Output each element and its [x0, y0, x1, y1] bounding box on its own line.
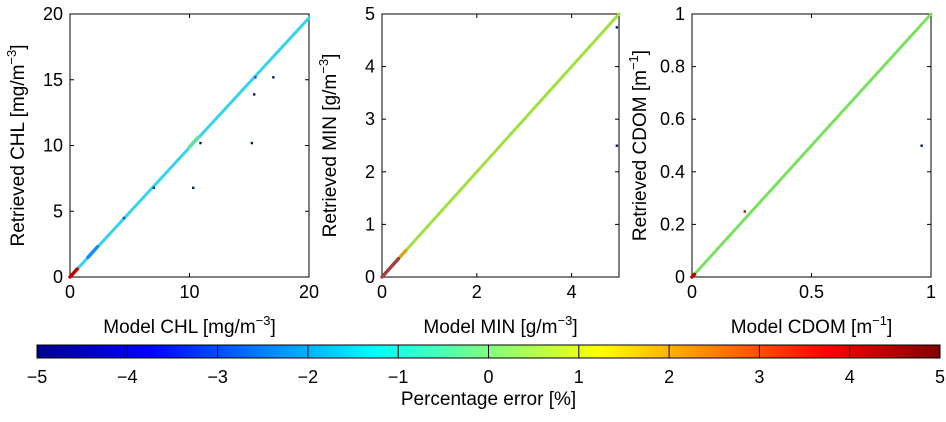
x-tick-label: 2	[472, 282, 482, 302]
data-point	[615, 26, 619, 29]
data-point	[199, 141, 202, 145]
x-tick-label: 20	[299, 282, 319, 302]
data-point	[615, 144, 619, 147]
series-segment	[86, 245, 100, 260]
y-tick-label: 2	[365, 162, 375, 182]
data-point	[743, 210, 746, 213]
y-tick-label: 1	[365, 214, 375, 234]
y-tick-label: 15	[43, 70, 63, 90]
series-segment	[380, 256, 401, 279]
y-tick-label: 10	[43, 136, 63, 156]
series-line	[380, 12, 621, 279]
y-tick-label: 0.2	[660, 214, 685, 234]
data-point	[920, 144, 923, 147]
colorbar-tick-label: 0	[483, 367, 493, 387]
data-point	[152, 186, 156, 189]
colorbar: −5 −4 −3 −2 −1 0 1 2 3 4 5 Percentage error [%]	[27, 344, 945, 410]
axes-box	[381, 13, 620, 278]
colorbar-label: Percentage error [%]	[401, 389, 576, 410]
y-tick-label: 3	[365, 109, 375, 129]
y-tick-label: 5	[53, 201, 63, 221]
x-tick-label: 10	[179, 282, 199, 302]
x-tick-label: 0.5	[799, 282, 824, 302]
y-tick-label: 0.8	[660, 57, 685, 77]
colorbar-tick-label: −3	[207, 367, 228, 387]
x-tick-label: 0	[687, 282, 697, 302]
colorbar-tick-label: −4	[117, 367, 138, 387]
data-point	[250, 141, 254, 145]
colorbar-tick-label: 4	[845, 367, 855, 387]
series-segment	[690, 272, 697, 279]
x-axis-label: Model CDOM [m−1]	[731, 313, 893, 338]
y-axis-label: Retrieved CHL [mg/m−3]	[4, 44, 29, 246]
panel-2: 0 2 4 0 1 2 3 4 5 Model MIN [g/m−3] Retrieved MIN …	[316, 4, 621, 338]
x-tick-label: 1	[926, 282, 936, 302]
x-tick-label: 0	[377, 282, 387, 302]
data-point	[192, 186, 195, 189]
y-tick-label: 0	[365, 267, 375, 287]
data-point	[254, 76, 257, 79]
x-tick-label: 0	[65, 282, 75, 302]
series-line	[690, 12, 933, 279]
y-tick-label: 4	[365, 57, 375, 77]
colorbar-tick-label: −1	[388, 367, 409, 387]
x-axis-label: Model MIN [g/m−3]	[423, 313, 577, 338]
data-point	[253, 93, 256, 96]
x-axis-label: Model CHL [mg/m−3]	[103, 313, 276, 338]
colorbar-tick-label: −2	[298, 367, 319, 387]
y-tick-label: 20	[43, 4, 63, 24]
data-point	[122, 216, 126, 220]
series-segment	[399, 248, 408, 258]
series-segment	[187, 135, 200, 149]
y-tick-label: 1	[675, 4, 685, 24]
panel-3: 0 0.5 1 0 0.2 0.4 0.6 0.8 1 Model CDOM [m−1] Retri…	[626, 4, 936, 338]
y-tick-label: 5	[365, 4, 375, 24]
y-tick-label: 0.4	[660, 162, 685, 182]
colorbar-tick-label: 5	[935, 367, 945, 387]
y-tick-label: 0	[675, 267, 685, 287]
x-tick-label: 4	[567, 282, 577, 302]
series-segment	[68, 267, 79, 279]
y-tick-label: 0.6	[660, 109, 685, 129]
y-axis-label: Retrieved MIN [g/m−3]	[316, 54, 341, 238]
colorbar-tick-label: 1	[574, 367, 584, 387]
colorbar-tick-label: 3	[754, 367, 764, 387]
panel-1: 0 10 20 0 5 10 15 20 Model CHL [mg/m−3] Retrieved…	[4, 4, 319, 338]
data-point	[272, 76, 275, 79]
y-axis-label: Retrieved CDOM [m−1]	[626, 50, 651, 241]
colorbar-tick-label: −5	[27, 367, 48, 387]
colorbar-tick-label: 2	[664, 367, 674, 387]
y-tick-label: 0	[53, 267, 63, 287]
